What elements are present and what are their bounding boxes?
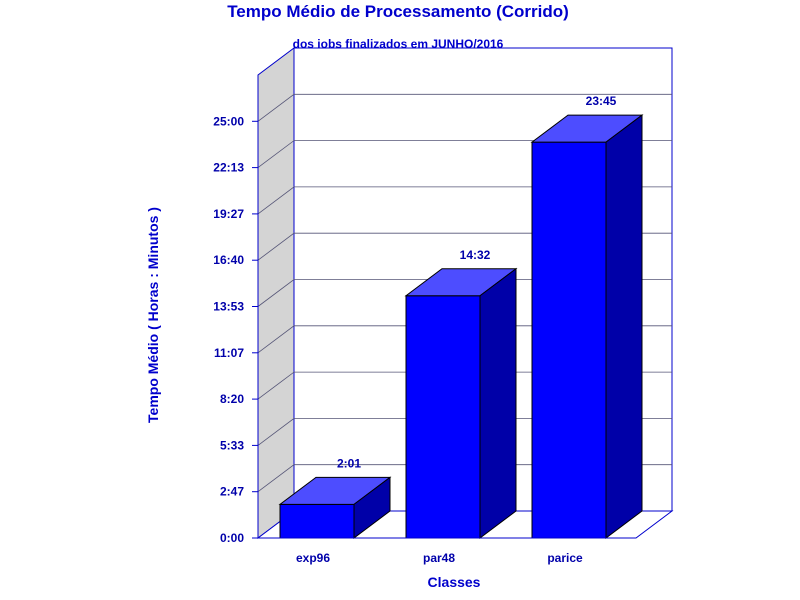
bar-front xyxy=(279,503,355,539)
data-label: 14:32 xyxy=(460,248,491,262)
bar-parice: 23:45 xyxy=(530,94,644,539)
bar-exp96: 2:01 xyxy=(278,456,392,539)
bar-par48: 14:32 xyxy=(404,248,518,539)
bars: 2:01 14:32 23:45 xyxy=(278,94,644,539)
y-axis-ticks: 0:00 2:47 5:33 8:20 11:07 13:53 16:40 19:27 22:1… xyxy=(213,75,259,545)
bar-side xyxy=(353,476,391,539)
y-tick-label: 0:00 xyxy=(220,531,244,545)
chart-title: Tempo Médio de Processamento (Corrido) xyxy=(227,2,569,21)
data-label: 2:01 xyxy=(337,456,361,470)
x-tick-label: exp96 xyxy=(296,551,330,565)
bar-side xyxy=(605,114,643,539)
gridline xyxy=(257,93,672,122)
x-tick-label: parice xyxy=(547,551,583,565)
bar-front xyxy=(405,295,481,539)
y-tick-label: 19:27 xyxy=(213,207,244,221)
y-tick-label: 13:53 xyxy=(213,300,244,314)
x-tick-label: par48 xyxy=(423,551,455,565)
y-axis-label: Tempo Médio ( Horas : Minutos ) xyxy=(145,207,161,423)
y-tick-label: 22:13 xyxy=(213,161,244,175)
y-tick-label: 5:33 xyxy=(220,438,244,452)
bar-side xyxy=(479,267,517,539)
y-tick-label: 8:20 xyxy=(220,392,244,406)
y-tick-label: 25:00 xyxy=(213,114,244,128)
y-tick-label: 2:47 xyxy=(220,485,244,499)
bar-front xyxy=(531,141,607,539)
y-tick-label: 11:07 xyxy=(214,346,244,360)
data-label: 23:45 xyxy=(586,94,617,108)
y-tick-label: 16:40 xyxy=(213,253,244,267)
x-axis-categories: exp96 par48 parice xyxy=(258,537,636,565)
x-axis-label: Classes xyxy=(428,574,481,590)
